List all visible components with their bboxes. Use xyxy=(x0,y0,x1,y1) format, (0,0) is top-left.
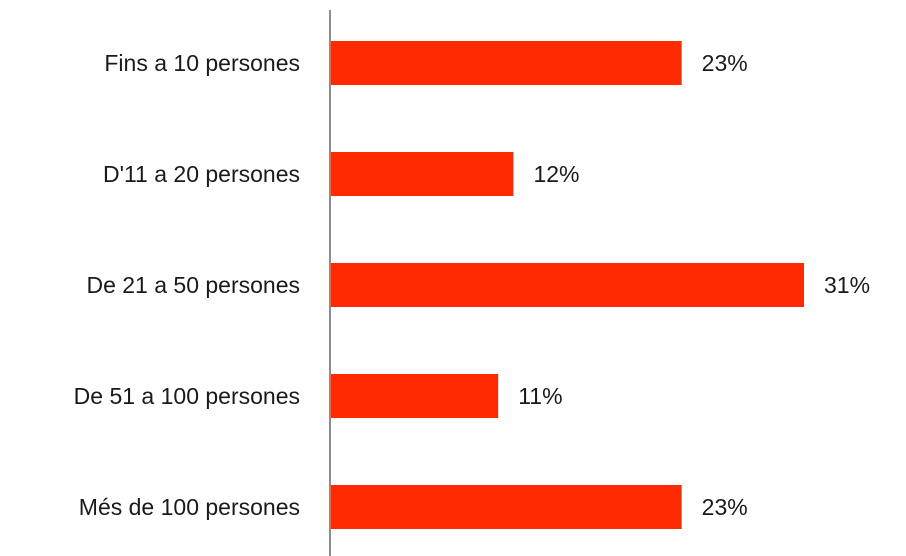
bar-1 xyxy=(330,41,682,85)
bar-4 xyxy=(330,374,499,418)
category-label-4: De 51 a 100 persones xyxy=(74,383,300,409)
category-label-2: D'11 a 20 persones xyxy=(103,161,300,187)
value-label-3: 31% xyxy=(824,272,870,298)
bar-3 xyxy=(330,263,804,307)
value-label-5: 23% xyxy=(702,494,748,520)
category-label-5: Més de 100 persones xyxy=(79,494,300,520)
category-label-3: De 21 a 50 persones xyxy=(86,272,300,298)
value-label-4: 11% xyxy=(518,383,562,409)
bars-group xyxy=(330,41,804,529)
value-label-2: 12% xyxy=(533,161,579,187)
value-labels-group: 23% 12% 31% 11% 23% xyxy=(518,50,870,520)
bar-5 xyxy=(330,485,682,529)
category-labels-group: Fins a 10 persones D'11 a 20 persones De 2… xyxy=(74,50,300,520)
value-label-1: 23% xyxy=(702,50,748,76)
category-label-1: Fins a 10 persones xyxy=(104,50,300,76)
bar-2 xyxy=(330,152,514,196)
